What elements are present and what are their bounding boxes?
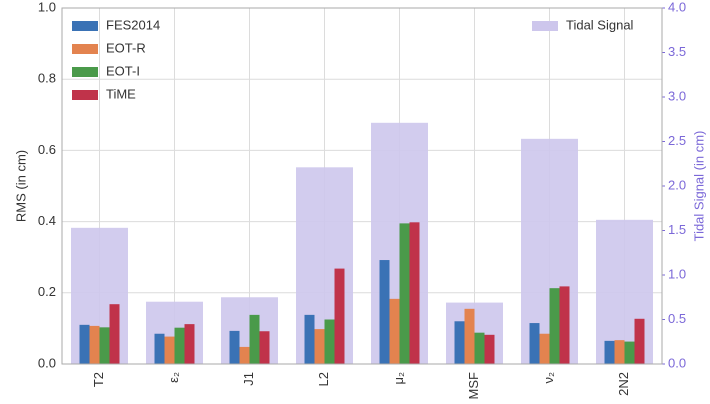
y-tick-label: 0.8 — [38, 71, 56, 86]
bar — [154, 333, 165, 364]
bar — [634, 318, 645, 364]
bar — [259, 331, 270, 364]
bar — [559, 286, 570, 364]
x-tick-label: μ₂ — [391, 372, 406, 385]
bar — [379, 260, 390, 364]
bar — [324, 319, 335, 364]
x-tick-label: ν₂ — [541, 372, 556, 384]
bar — [164, 336, 175, 364]
y2-tick-label: 1.0 — [668, 266, 686, 281]
bar — [109, 304, 120, 364]
y-tick-label: 0.6 — [38, 142, 56, 157]
x-tick-label: L2 — [316, 372, 331, 386]
plot-frame — [61, 7, 663, 365]
x-tick-label: ε₂ — [166, 372, 181, 383]
bar — [174, 327, 185, 364]
y2-tick-label: 3.5 — [668, 44, 686, 59]
bar — [474, 332, 485, 364]
bar — [304, 314, 315, 364]
legend-label: EOT-I — [106, 63, 140, 78]
bar — [334, 268, 345, 364]
y2-tick-label: 1.5 — [668, 222, 686, 237]
y2-axis-label: Tidal Signal (in cm) — [691, 131, 706, 242]
legend-label: Tidal Signal — [566, 17, 634, 32]
bar — [464, 308, 475, 364]
legend-label: EOT-R — [106, 40, 146, 55]
legend-label: FES2014 — [106, 17, 160, 32]
bar — [249, 314, 260, 364]
bar — [239, 346, 250, 364]
bar — [539, 333, 550, 364]
bar — [409, 222, 420, 364]
y-tick-label: 0.4 — [38, 213, 56, 228]
y-axis-label: RMS (in cm) — [13, 150, 28, 222]
x-tick-label: MSF — [466, 372, 481, 400]
y-tick-label: 0.0 — [38, 355, 56, 370]
y2-tick-label: 4.0 — [668, 0, 686, 14]
bar — [549, 288, 560, 364]
legend-swatch — [72, 44, 98, 54]
bar — [454, 321, 465, 364]
y2-tick-label: 0.0 — [668, 355, 686, 370]
bar — [604, 340, 615, 364]
legend-swatch — [72, 67, 98, 77]
y2-tick-label: 3.0 — [668, 88, 686, 103]
bar — [624, 341, 635, 364]
bar — [484, 334, 495, 364]
x-tick-label: 2N2 — [616, 372, 631, 396]
legend-label: TiME — [106, 86, 136, 101]
bar — [99, 327, 110, 364]
y2-tick-label: 0.5 — [668, 311, 686, 326]
y2-tick-label: 2.0 — [668, 177, 686, 192]
bar — [229, 330, 240, 364]
y2-tick-label: 2.5 — [668, 133, 686, 148]
x-tick-label: T2 — [91, 372, 106, 387]
legend-swatch — [72, 90, 98, 100]
legend-swatch — [72, 21, 98, 31]
y-tick-label: 1.0 — [38, 0, 56, 14]
x-tick-label: J1 — [241, 372, 256, 386]
bar — [89, 325, 100, 364]
bar — [529, 323, 540, 364]
bar — [79, 324, 90, 364]
bar — [314, 329, 325, 364]
y-tick-label: 0.2 — [38, 284, 56, 299]
bar — [399, 223, 410, 364]
bar — [184, 324, 195, 364]
legend-swatch — [532, 21, 558, 31]
bar — [389, 298, 400, 364]
bar — [614, 340, 625, 364]
